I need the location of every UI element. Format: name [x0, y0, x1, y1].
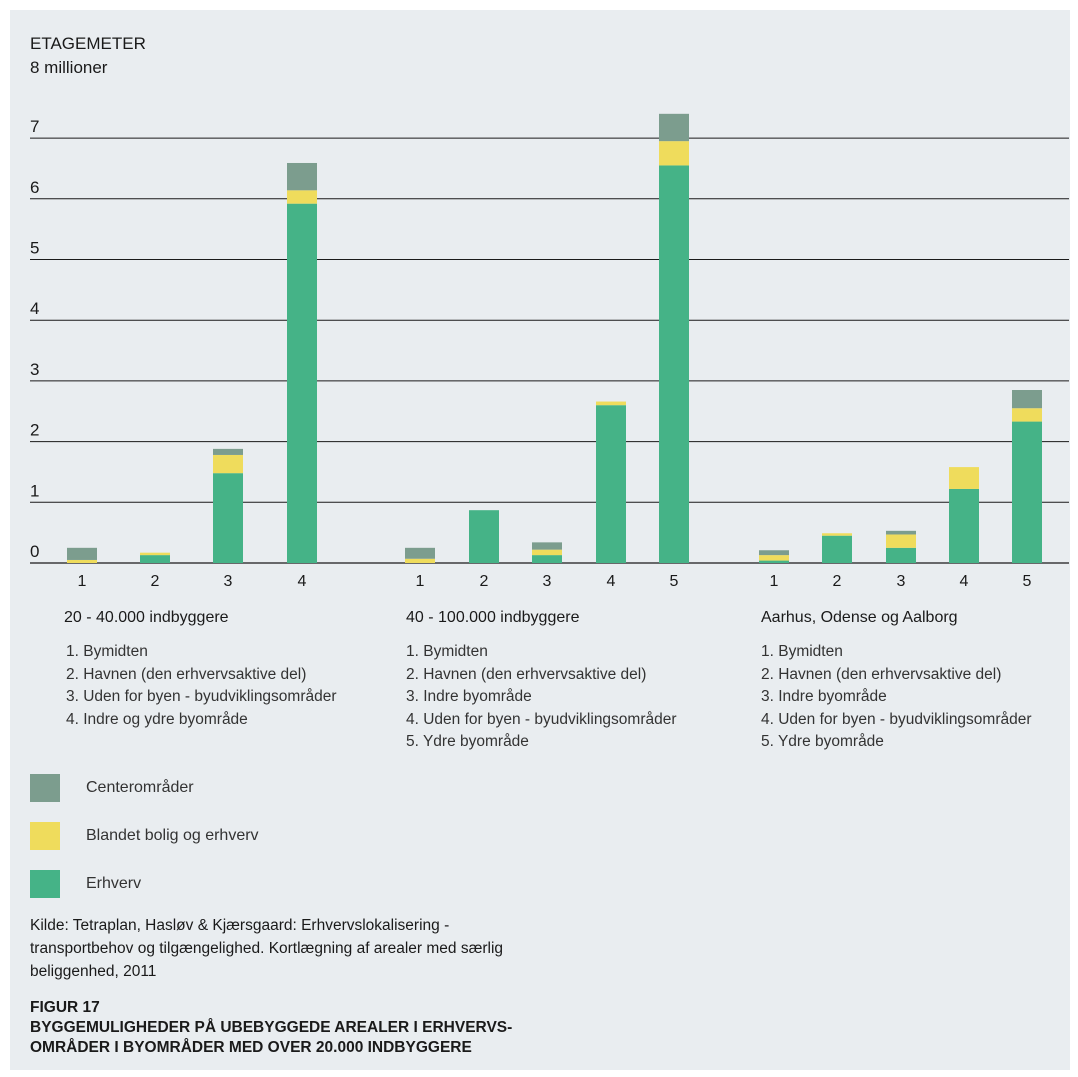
- y-tick-label: 1: [30, 481, 39, 500]
- x-tick-label: 2: [480, 573, 489, 590]
- figure-caption: BYGGEMULIGHEDER PÅ UBEBYGGEDE AREALER I …: [30, 1019, 513, 1056]
- description-item: 2. Havnen (den erhvervsaktive del): [761, 665, 1002, 683]
- x-tick-label: 1: [78, 573, 87, 590]
- bar-segment-erhverv: [949, 488, 979, 563]
- bar-segment-blandet-bolig-og-erhverv: [759, 555, 789, 561]
- x-tick-label: 4: [960, 573, 969, 590]
- bar-segment-erhverv: [532, 555, 562, 563]
- description-item: 1. Bymidten: [66, 643, 148, 660]
- bar-segment-centerområder: [1012, 390, 1042, 409]
- x-tick-label: 3: [543, 573, 552, 590]
- description-item: 4. Uden for byen - byudviklingsområder: [406, 710, 677, 728]
- bar-segment-centerområder: [405, 547, 435, 559]
- x-tick-label: 3: [897, 573, 906, 590]
- bar-segment-centerområder: [532, 542, 562, 550]
- bar-segment-blandet-bolig-og-erhverv: [659, 141, 689, 166]
- x-tick-label: 1: [416, 573, 425, 590]
- group-title-2: 40 - 100.000 indbyggere: [406, 609, 580, 626]
- bar-segment-erhverv: [469, 510, 499, 563]
- unit-label: ETAGEMETER: [30, 34, 146, 53]
- group-title-3: Aarhus, Odense og Aalborg: [761, 609, 958, 626]
- bar-segment-erhverv: [596, 405, 626, 563]
- x-tick-label: 5: [670, 573, 679, 590]
- bar-segment-blandet-bolig-og-erhverv: [596, 401, 626, 406]
- bar-segment-blandet-bolig-og-erhverv: [949, 467, 979, 489]
- bar-segment-blandet-bolig-og-erhverv: [140, 552, 170, 556]
- legend-swatch-centeromrader: [30, 774, 60, 802]
- bar-segment-erhverv: [659, 165, 689, 564]
- description-item: 3. Uden for byen - byudviklingsområder: [66, 688, 337, 705]
- bar-segment-centerområder: [287, 162, 317, 191]
- y-axis-label: ETAGEMETER 8 millioner: [30, 32, 146, 80]
- y-tick-label: 0: [30, 542, 39, 561]
- bar-chart: 0 1 2 3 4 5 6 7 1 2 3 4 1 2 3 4 5 1 2 3 4 5: [30, 113, 1069, 590]
- bar-segment-blandet-bolig-og-erhverv: [67, 559, 97, 563]
- bar-segment-erhverv: [822, 535, 852, 563]
- y-tick-label: 2: [30, 421, 39, 440]
- y-tick-label: 3: [30, 360, 39, 379]
- bar-segment-erhverv: [140, 555, 170, 563]
- description-item: 5. Ydre byområde: [761, 733, 884, 750]
- x-tick-label: 2: [833, 573, 842, 590]
- x-tick-label: 3: [224, 573, 233, 590]
- group-description-list-1: 1. Bymidten 2. Havnen (den erhvervsaktiv…: [66, 641, 337, 731]
- source-note: Kilde: Tetraplan, Hasløv & Kjærsgaard: E…: [30, 917, 504, 980]
- bar-segment-erhverv: [287, 203, 317, 563]
- group-description-list-2: 1. Bymidten 2. Havnen (den erhvervsaktiv…: [406, 641, 677, 754]
- bar-segment-erhverv: [1012, 421, 1042, 563]
- bar-segment-blandet-bolig-og-erhverv: [886, 534, 916, 548]
- bar-segment-erhverv: [213, 473, 243, 563]
- x-tick-label: 4: [298, 573, 307, 590]
- bar-segment-erhverv: [886, 547, 916, 563]
- bar-segment-blandet-bolig-og-erhverv: [287, 190, 317, 204]
- bar-segment-centerområder: [67, 547, 97, 560]
- group-description-list-3: 1. Bymidten 2. Havnen (den erhvervsaktiv…: [761, 641, 1032, 754]
- y-tick-label: 5: [30, 239, 39, 258]
- y-tick-label: 7: [30, 117, 39, 136]
- x-tick-label: 4: [607, 573, 616, 590]
- bar-segment-centerområder: [759, 550, 789, 556]
- legend-item-centeromrader: Centerområder: [30, 773, 194, 803]
- x-tick-label: 2: [151, 573, 160, 590]
- x-tick-label: 1: [770, 573, 779, 590]
- description-item: 1. Bymidten: [406, 643, 488, 660]
- legend-label: Centerområder: [86, 779, 194, 796]
- bar-segment-centerområder: [659, 113, 689, 142]
- description-item: 5. Ydre byområde: [406, 733, 529, 750]
- description-item: 2. Havnen (den erhvervsaktive del): [66, 665, 307, 683]
- legend-swatch-erhverv: [30, 870, 60, 898]
- group-title-1: 20 - 40.000 indbyggere: [64, 609, 229, 626]
- legend-label: Erhverv: [86, 875, 142, 892]
- bar-segment-blandet-bolig-og-erhverv: [822, 533, 852, 536]
- bar-segment-centerområder: [213, 448, 243, 455]
- description-item: 3. Indre byområde: [406, 688, 532, 705]
- description-item: 3. Indre byområde: [761, 688, 887, 705]
- figure-caption-block: FIGUR 17 BYGGEMULIGHEDER PÅ UBEBYGGEDE A…: [30, 998, 590, 1058]
- y-tick-label: 4: [30, 299, 39, 318]
- top-tick-label: 8 millioner: [30, 58, 108, 77]
- bar-segment-blandet-bolig-og-erhverv: [213, 454, 243, 474]
- description-item: 4. Uden for byen - byudviklingsområder: [761, 710, 1032, 728]
- bar-segment-blandet-bolig-og-erhverv: [1012, 408, 1042, 422]
- legend-item-erhverv: Erhverv: [30, 869, 141, 899]
- x-tick-label: 5: [1023, 573, 1032, 590]
- legend-label: Blandet bolig og erhverv: [86, 827, 259, 844]
- description-item: 1. Bymidten: [761, 643, 843, 660]
- bar-segment-blandet-bolig-og-erhverv: [532, 549, 562, 556]
- y-tick-label: 6: [30, 178, 39, 197]
- description-item: 4. Indre og ydre byområde: [66, 710, 248, 728]
- figure-number: FIGUR 17: [30, 999, 100, 1016]
- description-item: 2. Havnen (den erhvervsaktive del): [406, 665, 647, 683]
- legend-swatch-blandet: [30, 822, 60, 850]
- bar-segment-erhverv: [759, 560, 789, 563]
- legend-item-blandet: Blandet bolig og erhverv: [30, 821, 259, 851]
- bar-segment-centerområder: [886, 530, 916, 535]
- bar-segment-blandet-bolig-og-erhverv: [405, 558, 435, 563]
